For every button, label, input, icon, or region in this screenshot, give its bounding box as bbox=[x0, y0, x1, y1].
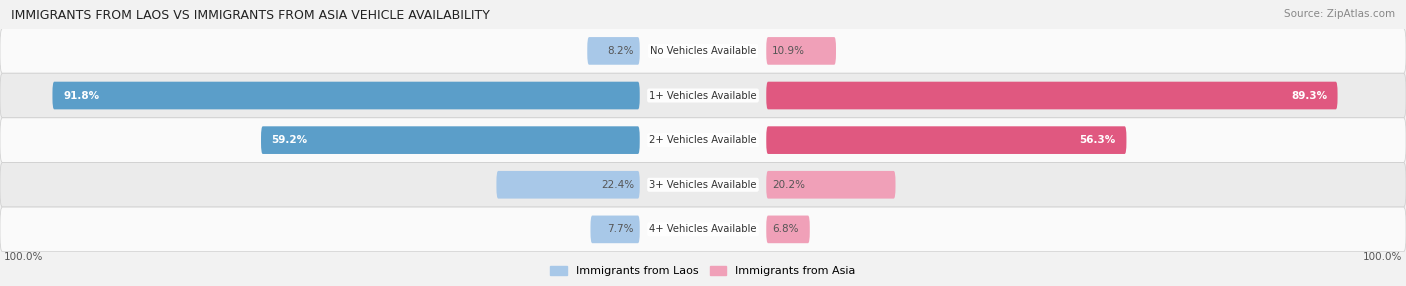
FancyBboxPatch shape bbox=[0, 73, 1406, 118]
Text: Source: ZipAtlas.com: Source: ZipAtlas.com bbox=[1284, 9, 1395, 19]
Text: 8.2%: 8.2% bbox=[607, 46, 634, 56]
FancyBboxPatch shape bbox=[262, 126, 640, 154]
FancyBboxPatch shape bbox=[766, 126, 1126, 154]
FancyBboxPatch shape bbox=[52, 82, 640, 109]
FancyBboxPatch shape bbox=[766, 82, 1337, 109]
FancyBboxPatch shape bbox=[0, 207, 1406, 252]
Text: 10.9%: 10.9% bbox=[772, 46, 804, 56]
Text: 1+ Vehicles Available: 1+ Vehicles Available bbox=[650, 91, 756, 100]
Text: 3+ Vehicles Available: 3+ Vehicles Available bbox=[650, 180, 756, 190]
Text: 59.2%: 59.2% bbox=[271, 135, 308, 145]
Text: No Vehicles Available: No Vehicles Available bbox=[650, 46, 756, 56]
FancyBboxPatch shape bbox=[766, 216, 810, 243]
FancyBboxPatch shape bbox=[0, 162, 1406, 207]
Legend: Immigrants from Laos, Immigrants from Asia: Immigrants from Laos, Immigrants from As… bbox=[546, 261, 860, 281]
Text: 56.3%: 56.3% bbox=[1080, 135, 1116, 145]
Text: 91.8%: 91.8% bbox=[63, 91, 100, 100]
FancyBboxPatch shape bbox=[0, 118, 1406, 162]
Text: 100.0%: 100.0% bbox=[1362, 252, 1403, 262]
Text: 20.2%: 20.2% bbox=[772, 180, 804, 190]
FancyBboxPatch shape bbox=[588, 37, 640, 65]
FancyBboxPatch shape bbox=[766, 37, 837, 65]
FancyBboxPatch shape bbox=[496, 171, 640, 198]
Text: 6.8%: 6.8% bbox=[772, 225, 799, 234]
Text: 22.4%: 22.4% bbox=[600, 180, 634, 190]
FancyBboxPatch shape bbox=[766, 171, 896, 198]
FancyBboxPatch shape bbox=[591, 216, 640, 243]
FancyBboxPatch shape bbox=[0, 29, 1406, 73]
Text: IMMIGRANTS FROM LAOS VS IMMIGRANTS FROM ASIA VEHICLE AVAILABILITY: IMMIGRANTS FROM LAOS VS IMMIGRANTS FROM … bbox=[11, 9, 491, 21]
Text: 4+ Vehicles Available: 4+ Vehicles Available bbox=[650, 225, 756, 234]
Text: 7.7%: 7.7% bbox=[607, 225, 634, 234]
Text: 100.0%: 100.0% bbox=[3, 252, 44, 262]
Text: 2+ Vehicles Available: 2+ Vehicles Available bbox=[650, 135, 756, 145]
Text: 89.3%: 89.3% bbox=[1291, 91, 1327, 100]
